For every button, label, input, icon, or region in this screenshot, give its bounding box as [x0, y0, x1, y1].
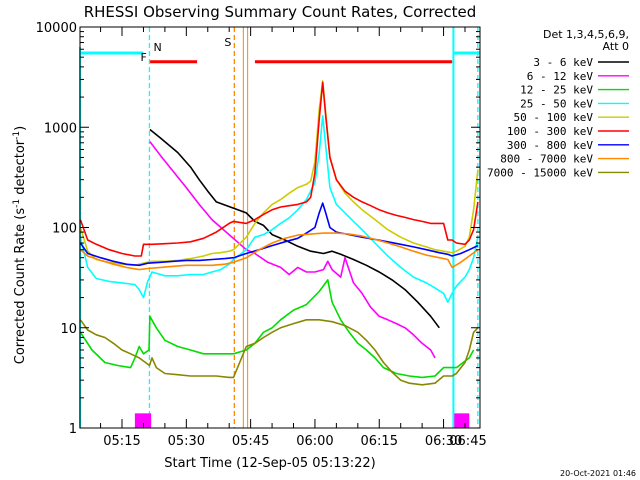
- legend-label: 50 - 100 keV: [514, 111, 594, 124]
- y-axis-label-sup2: -1: [12, 131, 22, 140]
- y-tick-label: 10: [60, 322, 77, 337]
- series-line-0: [149, 128, 440, 329]
- y-tick-label: 1: [69, 422, 77, 437]
- series-line-5: [79, 81, 479, 257]
- magenta-block-1: [454, 413, 470, 428]
- y-axis-label: Corrected Count Rate (s-1 detector-1): [12, 126, 28, 364]
- x-tick-label: 05:45: [232, 434, 269, 449]
- x-axis-label: Start Time (12-Sep-05 05:13:22): [164, 456, 375, 471]
- series-line-6: [79, 202, 479, 267]
- y-tick-label: 100: [52, 222, 77, 237]
- x-tick-label: 06:15: [361, 434, 398, 449]
- plot-background: [80, 27, 480, 428]
- chart-title: RHESSI Observing Summary Count Rates, Co…: [84, 3, 477, 21]
- series-line-8: [79, 318, 479, 386]
- legend-label: 800 - 7000 keV: [500, 153, 593, 166]
- series-line-1: [149, 141, 436, 359]
- legend-label: 25 - 50 keV: [520, 97, 593, 110]
- legend-label: 100 - 300 keV: [507, 125, 593, 138]
- y-axis-label-main: Corrected Count Rate (s: [13, 208, 28, 365]
- x-tick-label: 05:30: [168, 434, 205, 449]
- x-tick-label: 06:00: [296, 434, 333, 449]
- y-axis-label-mid: detector: [13, 139, 28, 199]
- legend-label: 7000 - 15000 keV: [487, 166, 593, 179]
- series-line-3: [79, 115, 479, 304]
- plot-area: [80, 27, 480, 428]
- legend-header: Det 1,3,4,5,6,9,Att 0: [543, 28, 629, 53]
- legend-label: 3 - 6 keV: [533, 56, 593, 69]
- legend-header-line: Det 1,3,4,5,6,9,: [543, 28, 629, 41]
- y-axis-label-sup1: -1: [12, 199, 22, 208]
- series-line-4: [79, 80, 479, 267]
- label-s: S: [224, 36, 231, 49]
- legend-label: 300 - 800 keV: [507, 139, 593, 152]
- legend-label: 6 - 12 keV: [527, 70, 594, 83]
- x-tick-label: 05:15: [103, 434, 140, 449]
- magenta-block-0: [134, 413, 152, 428]
- timestamp: 20-Oct-2021 01:46: [560, 469, 636, 478]
- y-tick-label: 1000: [44, 121, 77, 136]
- y-axis-ticks: 1 10 100 1000 10000: [36, 21, 480, 437]
- y-tick-label: 10000: [36, 21, 77, 36]
- legend-label: 12 - 25 keV: [520, 84, 593, 97]
- label-n: N: [153, 41, 161, 54]
- legend-header-line: Att 0: [603, 40, 629, 53]
- series-line-7: [79, 232, 479, 271]
- y-axis-label-end: ): [13, 126, 28, 131]
- x-tick-label: 06:30: [425, 434, 462, 449]
- label-f: F: [141, 51, 147, 64]
- x-tick-label: 06:45: [449, 434, 486, 449]
- series-lines: [79, 80, 479, 386]
- series-line-2: [79, 279, 475, 379]
